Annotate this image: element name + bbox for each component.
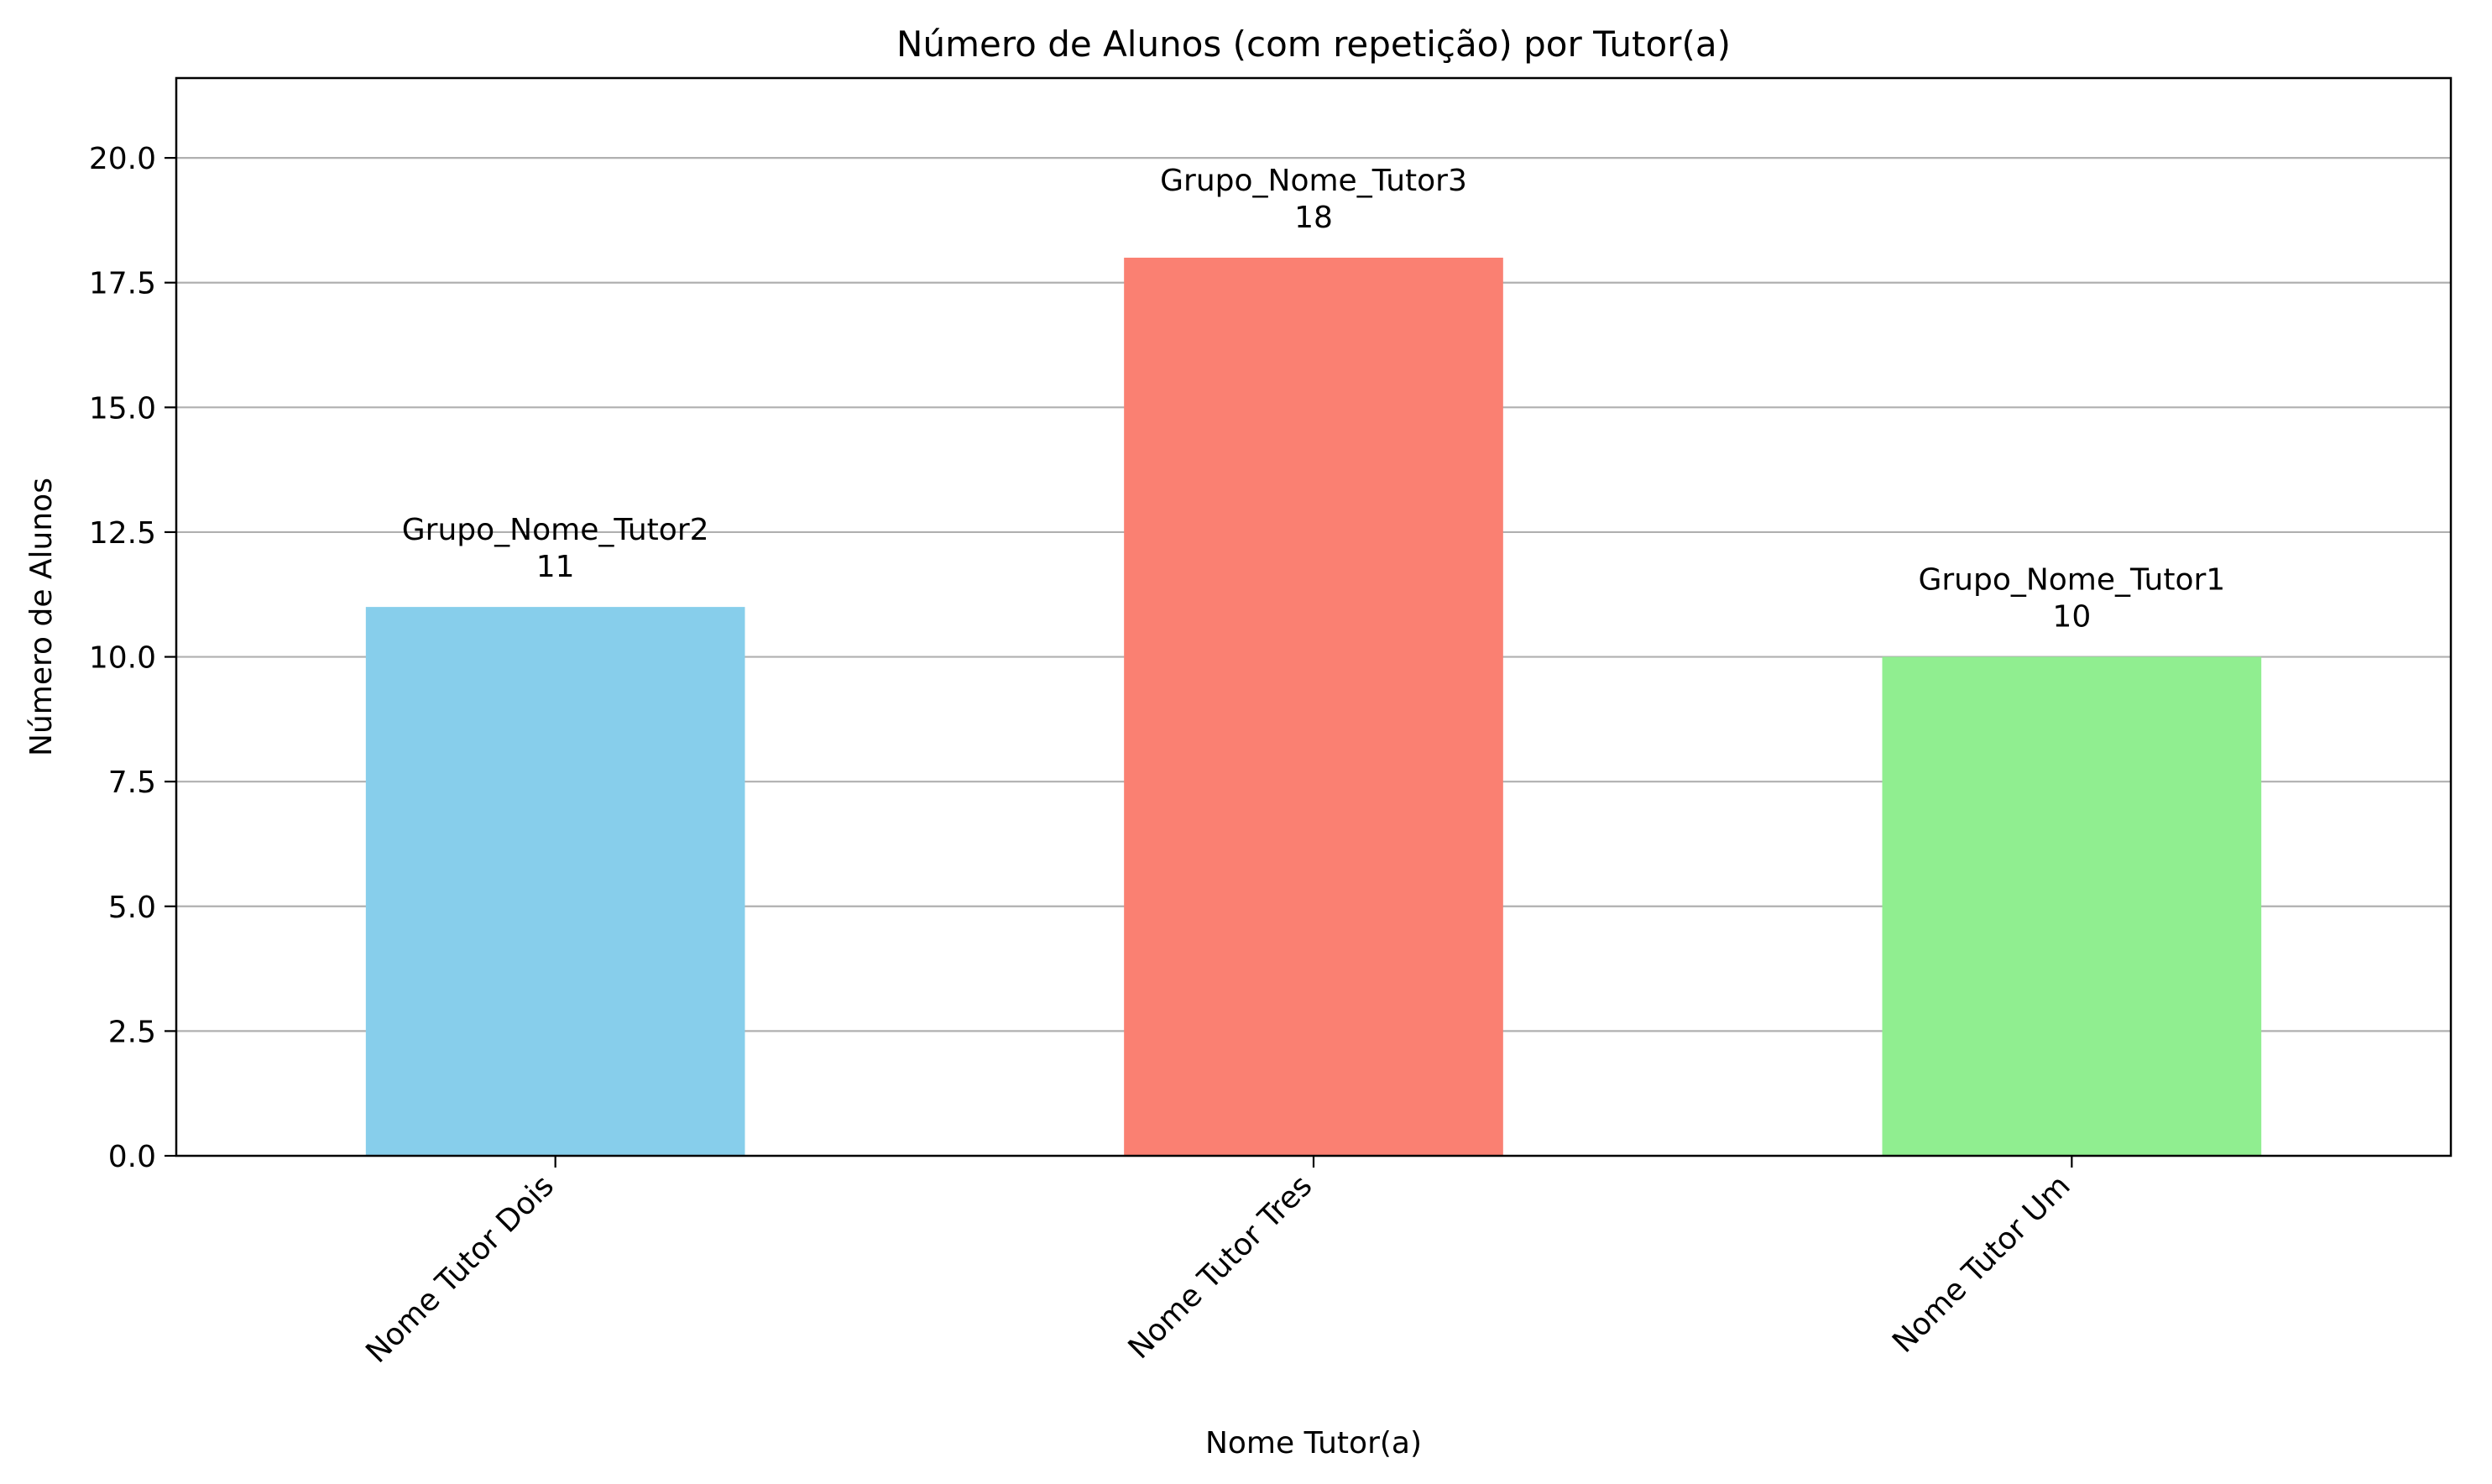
- y-tick-label: 12.5: [89, 516, 156, 551]
- x-tick-label: Nome Tutor Um: [1886, 1168, 2077, 1360]
- y-axis-label: Número de Alunos: [24, 478, 59, 756]
- bar: [1124, 258, 1503, 1156]
- y-tick-label: 0.0: [108, 1140, 156, 1174]
- bar-group-label: Grupo_Nome_Tutor3: [1160, 164, 1467, 198]
- bar-value-label: 10: [2052, 600, 2091, 635]
- y-tick-label: 10.0: [89, 641, 156, 676]
- y-axis-ticks: 0.0 2.5 5.0 7.5 10.0 12.5 15.0 17.5 20.0: [89, 142, 176, 1174]
- x-axis-ticks: Nome Tutor Dois Nome Tutor Tres Nome Tutor…: [359, 1156, 2077, 1370]
- x-axis-label: Nome Tutor(a): [1205, 1426, 1422, 1460]
- y-tick-label: 20.0: [89, 142, 156, 176]
- y-tick-label: 5.0: [108, 891, 156, 925]
- y-tick-label: 2.5: [108, 1015, 156, 1049]
- y-tick-label: 15.0: [89, 391, 156, 426]
- bar: [1882, 656, 2262, 1156]
- bar-value-label: 11: [536, 550, 575, 584]
- bars: [365, 258, 2262, 1156]
- chart-title: Número de Alunos (com repetição) por Tut…: [896, 24, 1731, 65]
- bar-group-label: Grupo_Nome_Tutor2: [402, 513, 709, 547]
- bar-group-label: Grupo_Nome_Tutor1: [1918, 563, 2225, 598]
- bar-value-label: 18: [1294, 201, 1333, 235]
- y-tick-label: 7.5: [108, 766, 156, 800]
- y-tick-label: 17.5: [89, 267, 156, 301]
- x-tick-label: Nome Tutor Dois: [359, 1168, 561, 1370]
- bar: [365, 607, 745, 1156]
- x-tick-label: Nome Tutor Tres: [1122, 1168, 1319, 1366]
